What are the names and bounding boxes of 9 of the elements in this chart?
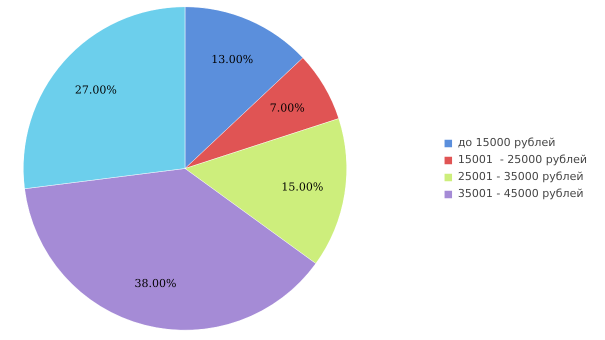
legend-label: 15001 - 25000 рублей (458, 153, 587, 166)
data-label: 27.00% (74, 83, 117, 96)
data-label: 38.00% (134, 277, 176, 290)
legend-label: 25001 - 35000 рублей (458, 170, 584, 183)
data-label: 13.00% (211, 52, 254, 66)
legend-label: 35001 - 45000 рублей (458, 187, 584, 200)
legend-label: до 15000 рублей (458, 136, 556, 149)
data-label: 15.00% (281, 180, 324, 194)
data-label: 7.00% (270, 102, 305, 115)
